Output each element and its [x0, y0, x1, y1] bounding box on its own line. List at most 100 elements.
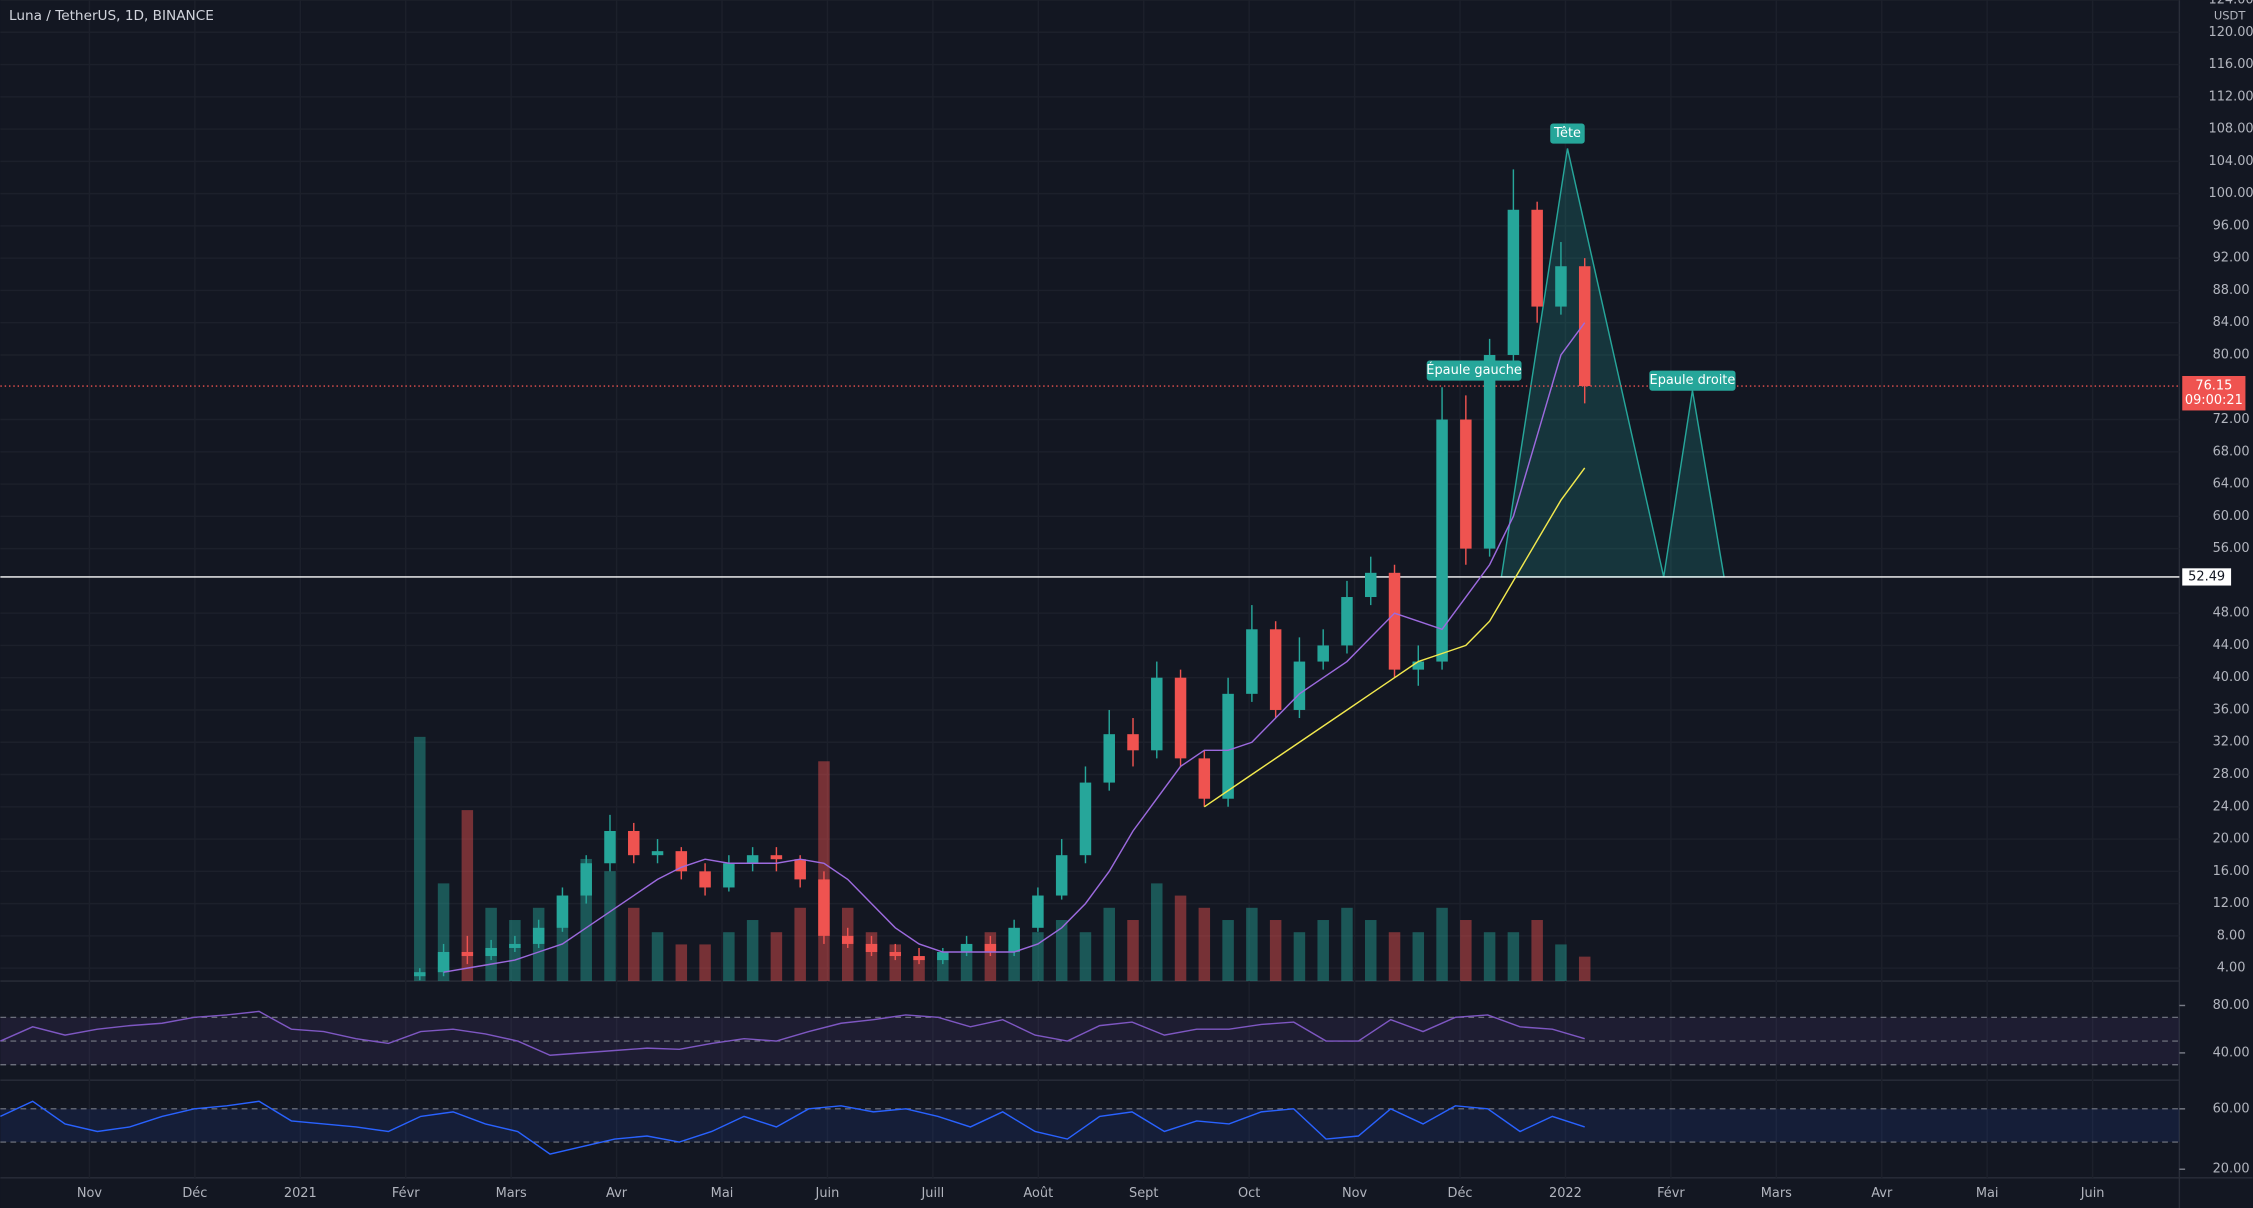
candle-body [461, 952, 474, 957]
y-tick-label: 60.00 [2213, 509, 2250, 524]
y-tick-label: 44.00 [2213, 638, 2250, 653]
volume-bar [913, 956, 925, 982]
y-tick-label: 56.00 [2213, 541, 2250, 556]
candle-body [1507, 209, 1520, 355]
y-tick-label: 68.00 [2213, 444, 2250, 459]
volume-bar [937, 956, 949, 982]
time-label: Mai [711, 1186, 734, 1201]
y-tick-label: 100.00 [2208, 186, 2253, 201]
osc-tick-label: 60.00 [2213, 1101, 2250, 1116]
candle-body [1198, 758, 1211, 799]
candle-body [1151, 677, 1163, 751]
candle-body [532, 927, 545, 944]
volume-bar [1578, 956, 1591, 982]
volume-bar [1246, 907, 1258, 982]
time-label: Juill [921, 1186, 945, 1201]
osc-line [0, 1010, 1585, 1056]
last-price-bg [2182, 375, 2246, 411]
candle-body [1032, 895, 1044, 928]
currency: USDT [2214, 8, 2247, 22]
y-tick-label: 92.00 [2213, 251, 2250, 266]
y-tick-label: 96.00 [2213, 218, 2250, 233]
candle-body [556, 895, 569, 928]
time-label: Mars [1761, 1186, 1792, 1201]
time-label: Févr [1657, 1186, 1685, 1201]
candle-body [699, 871, 711, 888]
y-tick-label: 88.00 [2213, 283, 2250, 298]
volume-bar [1412, 932, 1425, 982]
candle-body [913, 956, 925, 961]
time-label: 2021 [284, 1186, 317, 1201]
time-label: Juin [2080, 1186, 2105, 1201]
candle-body [1103, 734, 1115, 783]
candle-body [1483, 354, 1496, 549]
y-tick-label: 116.00 [2208, 57, 2253, 72]
volume-bar [604, 871, 616, 982]
time-label: Août [1023, 1186, 1053, 1201]
candle-body [865, 943, 878, 953]
candle-body [1388, 572, 1401, 670]
candle-body [746, 855, 759, 864]
volume-bar [699, 944, 711, 982]
volume-bar [1388, 932, 1401, 982]
volume-bar [1531, 920, 1543, 982]
candle-body [1055, 855, 1068, 896]
volume-bar [1436, 907, 1448, 982]
candle-body [841, 935, 854, 944]
y-tick-label: 80.00 [2213, 347, 2250, 362]
time-label: Sept [1129, 1186, 1158, 1201]
candle-body [414, 972, 426, 977]
time-label: Mai [1976, 1186, 1999, 1201]
volume-bar [1269, 920, 1282, 982]
time-label: Déc [1448, 1186, 1473, 1201]
volume-bar [1174, 895, 1187, 982]
volume-bar [675, 944, 688, 982]
y-tick-label: 112.00 [2208, 89, 2253, 104]
chart-title: Luna / TetherUS, 1D, BINANCE [9, 8, 214, 24]
candle-body [1578, 266, 1591, 387]
y-tick-label: 20.00 [2213, 832, 2250, 847]
volume-bar [770, 932, 783, 982]
candle-body [675, 851, 688, 872]
moving-average [443, 322, 1586, 973]
candle-body [1341, 597, 1353, 646]
candle-body [509, 943, 521, 948]
candle-body [485, 947, 497, 957]
osc-line [0, 1100, 1585, 1155]
volume-bar [580, 858, 592, 982]
y-tick-label: 36.00 [2213, 702, 2250, 717]
candle-body [1174, 677, 1187, 759]
osc-tick-label: 80.00 [2213, 998, 2250, 1013]
time-label: Avr [1871, 1186, 1893, 1201]
time-label: 2022 [1549, 1186, 1582, 1201]
candle-body [1222, 693, 1234, 799]
volume-bar [984, 932, 997, 982]
candle-body [937, 952, 949, 961]
time-label: Oct [1238, 1186, 1260, 1201]
volume-bar [651, 932, 664, 982]
candle-body [1293, 661, 1306, 710]
volume-bar [1317, 920, 1329, 982]
volume-bar [723, 932, 735, 982]
candle-body [1127, 734, 1139, 751]
volume-bar [889, 944, 902, 982]
candle-body [1460, 419, 1472, 549]
candle-body [1317, 645, 1329, 662]
pattern-label-bg [1550, 123, 1585, 144]
level-label: 52.49 [2188, 569, 2225, 584]
y-tick-label: 72.00 [2213, 412, 2250, 427]
time-label: Nov [77, 1186, 103, 1201]
volume-bar [1008, 944, 1020, 982]
volume-bar [1507, 932, 1520, 982]
volume-bar [414, 736, 426, 982]
volume-bar [1032, 932, 1044, 982]
last-price-label: 76.15 [2195, 379, 2232, 394]
candle-body [1555, 266, 1567, 307]
pattern-label: Tête [1553, 126, 1581, 141]
candle-body [1246, 629, 1258, 694]
y-tick-label: 16.00 [2213, 864, 2250, 879]
volume-bar [461, 810, 474, 982]
pattern-label: Epaule droite [1650, 373, 1736, 388]
volume-bar [1555, 944, 1567, 982]
